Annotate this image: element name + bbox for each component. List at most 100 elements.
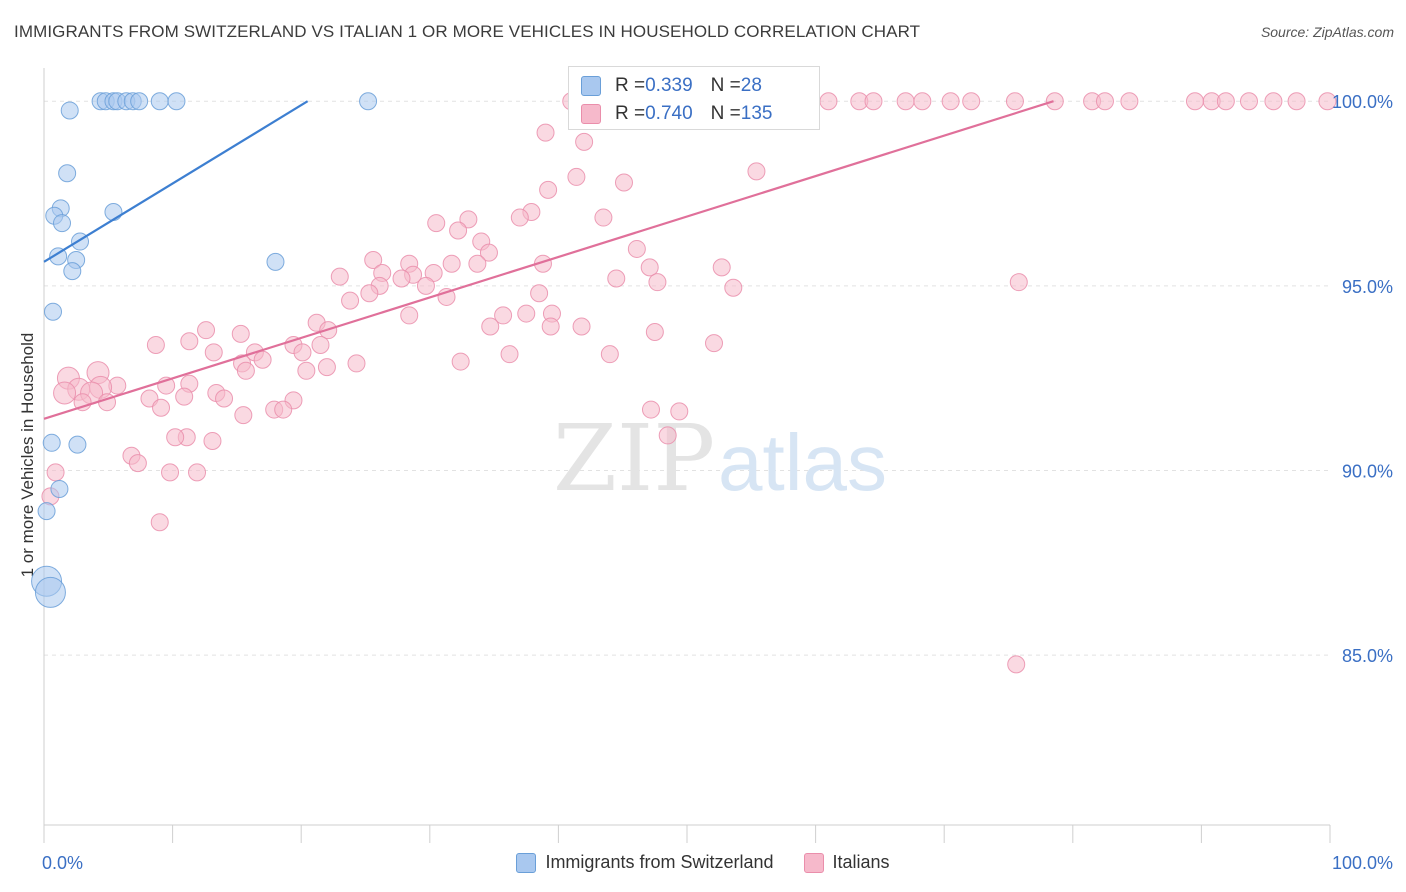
italians-point bbox=[747, 162, 766, 181]
stats-n-label: N = bbox=[710, 75, 741, 96]
watermark: ZIP atlas bbox=[553, 405, 887, 512]
italians-point bbox=[161, 463, 180, 482]
italians-point bbox=[360, 284, 379, 303]
italians-point bbox=[494, 306, 513, 325]
italians-point bbox=[442, 254, 461, 273]
italians-point bbox=[253, 350, 272, 369]
switzerland-point bbox=[53, 214, 72, 233]
italians-point bbox=[416, 276, 435, 295]
italians-point bbox=[236, 361, 255, 380]
axes bbox=[43, 68, 1331, 843]
italians-point bbox=[510, 208, 529, 227]
italians-point bbox=[536, 123, 555, 142]
legend-swatch-switzerland bbox=[516, 852, 537, 873]
italians-point bbox=[500, 345, 519, 364]
italians-point bbox=[146, 335, 165, 354]
italians-point bbox=[517, 304, 536, 323]
x-tick-label: 0.0% bbox=[42, 853, 83, 873]
switzerland-point bbox=[63, 262, 82, 281]
italians-point bbox=[864, 92, 883, 111]
switzerland-point bbox=[58, 164, 77, 183]
legend-item-italians[interactable]: Italians bbox=[803, 852, 890, 873]
italians-point bbox=[53, 381, 77, 405]
legend-item-switzerland[interactable]: Immigrants from Switzerland bbox=[516, 852, 774, 873]
italians-point bbox=[341, 291, 360, 310]
italians-point bbox=[203, 431, 222, 450]
italians-point bbox=[1045, 92, 1064, 111]
italians-point bbox=[180, 332, 199, 351]
switzerland-point bbox=[50, 479, 69, 498]
y-tick-label: 95.0% bbox=[1342, 277, 1393, 297]
italians-point bbox=[640, 258, 659, 277]
stats-n-value: 28 bbox=[740, 75, 762, 96]
italians-point bbox=[1216, 92, 1235, 111]
italians-point bbox=[594, 208, 613, 227]
italians-point bbox=[1005, 92, 1024, 111]
gridlines bbox=[44, 100, 1330, 656]
stats-swatch-switzerland bbox=[581, 76, 601, 96]
italians-point bbox=[468, 254, 487, 273]
stats-n-value: 135 bbox=[740, 103, 773, 124]
legend-swatch-italians bbox=[803, 852, 824, 873]
switzerland-point bbox=[42, 433, 61, 452]
italians-point bbox=[481, 317, 500, 336]
italians-point bbox=[607, 269, 626, 288]
italians-point bbox=[479, 243, 498, 262]
switzerland-point bbox=[60, 101, 79, 120]
italians-point bbox=[347, 354, 366, 373]
italians-point bbox=[567, 167, 586, 186]
italians-point bbox=[330, 267, 349, 286]
italians-point bbox=[317, 358, 336, 377]
legend-label-switzerland: Immigrants from Switzerland bbox=[545, 852, 774, 872]
stats-r-label: R = bbox=[615, 103, 646, 124]
italians-point bbox=[1009, 273, 1028, 292]
italians-point bbox=[572, 317, 591, 336]
italians-point bbox=[641, 400, 660, 419]
switzerland-point bbox=[49, 247, 68, 266]
switzerland-point bbox=[37, 502, 56, 521]
italians-point bbox=[459, 210, 478, 229]
switzerland-point bbox=[104, 203, 123, 222]
italians-point bbox=[1318, 92, 1337, 111]
stats-swatch-italians bbox=[581, 104, 601, 124]
italians-point bbox=[293, 343, 312, 362]
y-tick-label: 100.0% bbox=[1332, 92, 1393, 112]
italians-point bbox=[231, 324, 250, 343]
italians-point bbox=[175, 387, 194, 406]
stats-r-value: 0.339 bbox=[645, 75, 693, 96]
italians-point bbox=[896, 92, 915, 111]
italians-point bbox=[274, 400, 293, 419]
italians-point bbox=[539, 180, 558, 199]
italians-point bbox=[451, 352, 470, 371]
italians-point bbox=[705, 334, 724, 353]
watermark-zip: ZIP bbox=[553, 405, 715, 512]
stats-legend: R = 0.339 N = 28 R = 0.740 N = 135 bbox=[568, 66, 820, 130]
watermark-atlas: atlas bbox=[718, 418, 887, 507]
stats-row-switzerland: R = 0.339 N = 28 bbox=[581, 73, 762, 99]
stats-n-label: N = bbox=[710, 103, 741, 124]
italians-point bbox=[197, 321, 216, 340]
italians-point bbox=[1264, 92, 1283, 111]
italians-point bbox=[215, 389, 234, 408]
italians-point bbox=[541, 317, 560, 336]
italians-point bbox=[392, 269, 411, 288]
tick-labels: 100.0% 95.0% 90.0% 85.0% 0.0% 100.0% bbox=[42, 92, 1393, 873]
italians-point bbox=[188, 463, 207, 482]
switzerland-point bbox=[44, 302, 63, 321]
italians-point bbox=[645, 323, 664, 342]
italians-point bbox=[166, 428, 185, 447]
italians-point bbox=[627, 239, 646, 258]
italians-point bbox=[724, 278, 743, 297]
italians-points bbox=[41, 92, 1337, 674]
x-tick-label: 100.0% bbox=[1332, 853, 1393, 873]
italians-point bbox=[427, 214, 446, 233]
y-tick-label: 85.0% bbox=[1342, 646, 1393, 666]
source-label: Source: ZipAtlas.com bbox=[1260, 24, 1394, 40]
italians-point bbox=[1185, 92, 1204, 111]
italians-point bbox=[400, 306, 419, 325]
italians-point bbox=[1287, 92, 1306, 111]
italians-point bbox=[152, 398, 171, 417]
switzerland-trend-line bbox=[43, 100, 309, 263]
italians-point bbox=[1120, 92, 1139, 111]
